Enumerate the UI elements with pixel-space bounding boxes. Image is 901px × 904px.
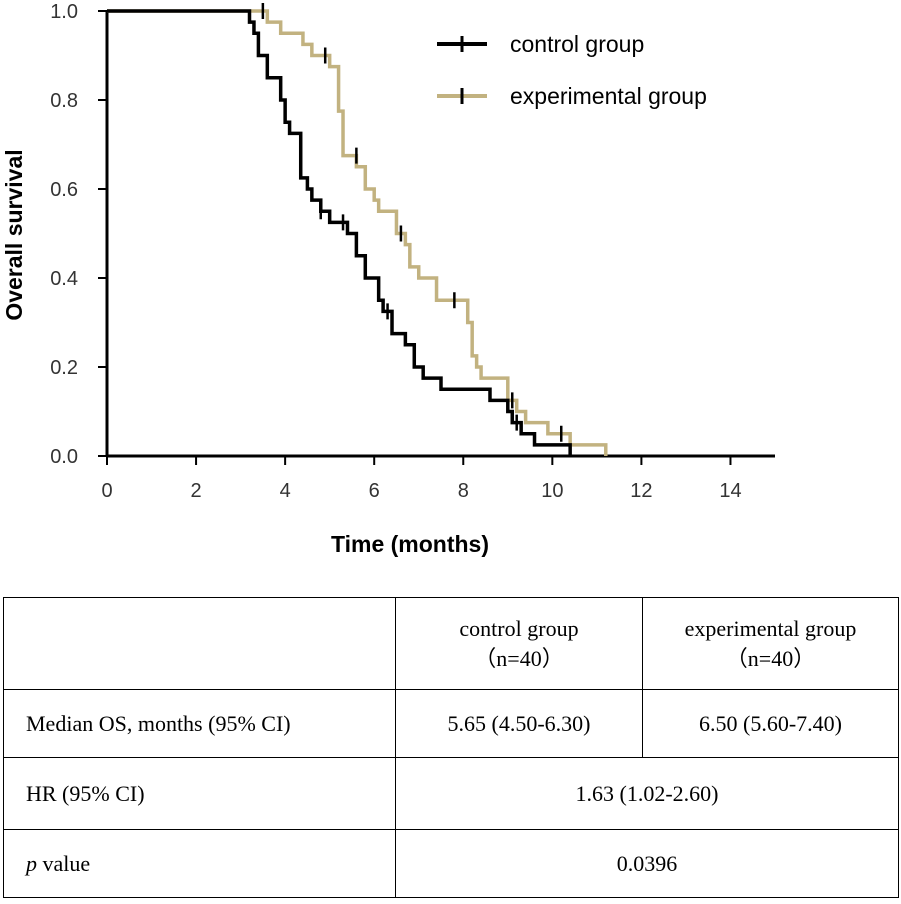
x-tick-label: 14: [719, 480, 741, 502]
km-curve-control: [107, 9, 572, 456]
y-axis-title: Overall survival: [1, 149, 27, 320]
p-symbol: p: [26, 850, 37, 876]
x-tick-label: 0: [101, 480, 112, 502]
table-row-median-os: Median OS, months (95% CI) 5.65 (4.50-6.…: [3, 689, 899, 758]
p-value-word: value: [37, 850, 91, 876]
y-tick-label: 0.0: [50, 446, 78, 468]
x-axis-title: Time (months): [331, 531, 489, 557]
x-tick-label: 4: [280, 480, 291, 502]
median-os-control: 5.65 (4.50-6.30): [395, 689, 643, 758]
median-os-experimental: 6.50 (5.60-7.40): [642, 689, 899, 758]
row-label-hr: HR (95% CI): [3, 757, 396, 830]
header-control-n: （n=40）: [474, 645, 564, 671]
x-tick-label: 10: [541, 480, 563, 502]
row-label-p-value: p value: [3, 829, 396, 898]
x-tick-label: 2: [191, 480, 202, 502]
hr-value: 1.63 (1.02-2.60): [395, 757, 899, 830]
header-experimental-group: experimental group （n=40）: [642, 597, 899, 690]
y-tick-label: 0.4: [50, 268, 78, 290]
y-tick-label: 0.6: [50, 179, 78, 201]
p-value: 0.0396: [395, 829, 899, 898]
legend-label-control: control group: [510, 31, 644, 57]
legend-item-control: control group: [437, 31, 644, 57]
y-tick-label: 0.2: [50, 357, 78, 379]
y-tick-label: 0.8: [50, 90, 78, 112]
header-experimental-n: （n=40）: [725, 645, 816, 671]
legend-label-experimental: experimental group: [510, 83, 707, 109]
header-experimental-name: experimental group: [684, 615, 857, 641]
x-tick-label: 6: [369, 480, 380, 502]
km-curve-experimental: [107, 9, 608, 456]
table-row-p-value: p value 0.0396: [3, 829, 899, 898]
summary-table: control group （n=40） experimental group …: [3, 597, 899, 898]
km-survival-chart: 0 2 4 6 8 10 12 14 0.0 0.2 0.4 0.6 0.8 1.0 Overall su…: [1, 1, 775, 557]
legend: control group experimental group: [437, 31, 707, 109]
table-corner-cell: [3, 597, 396, 690]
legend-item-experimental: experimental group: [437, 83, 707, 109]
y-tick-label: 1.0: [50, 1, 78, 23]
row-label-median-os: Median OS, months (95% CI): [3, 689, 396, 758]
header-control-group: control group （n=40）: [395, 597, 643, 690]
table-header-row: control group （n=40） experimental group …: [3, 597, 899, 690]
series-layer: [107, 3, 608, 456]
table-row-hr: HR (95% CI) 1.63 (1.02-2.60): [3, 757, 899, 830]
x-tick-label: 12: [630, 480, 652, 502]
x-tick-label: 8: [458, 480, 469, 502]
axes: 0 2 4 6 8 10 12 14 0.0 0.2 0.4 0.6 0.8 1.0: [50, 1, 775, 502]
header-control-name: control group: [459, 615, 579, 641]
